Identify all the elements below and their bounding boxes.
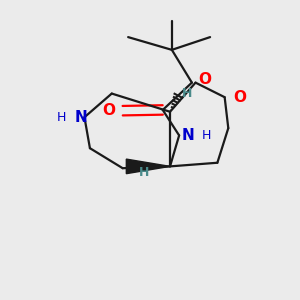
Text: N: N [74, 110, 87, 125]
Text: H: H [140, 166, 150, 179]
Text: O: O [198, 72, 211, 87]
Text: N: N [182, 128, 195, 143]
Text: O: O [102, 103, 115, 118]
Text: H: H [57, 111, 67, 124]
Text: H: H [202, 129, 211, 142]
Text: O: O [233, 90, 246, 105]
Text: H: H [182, 87, 192, 100]
Polygon shape [126, 159, 170, 174]
